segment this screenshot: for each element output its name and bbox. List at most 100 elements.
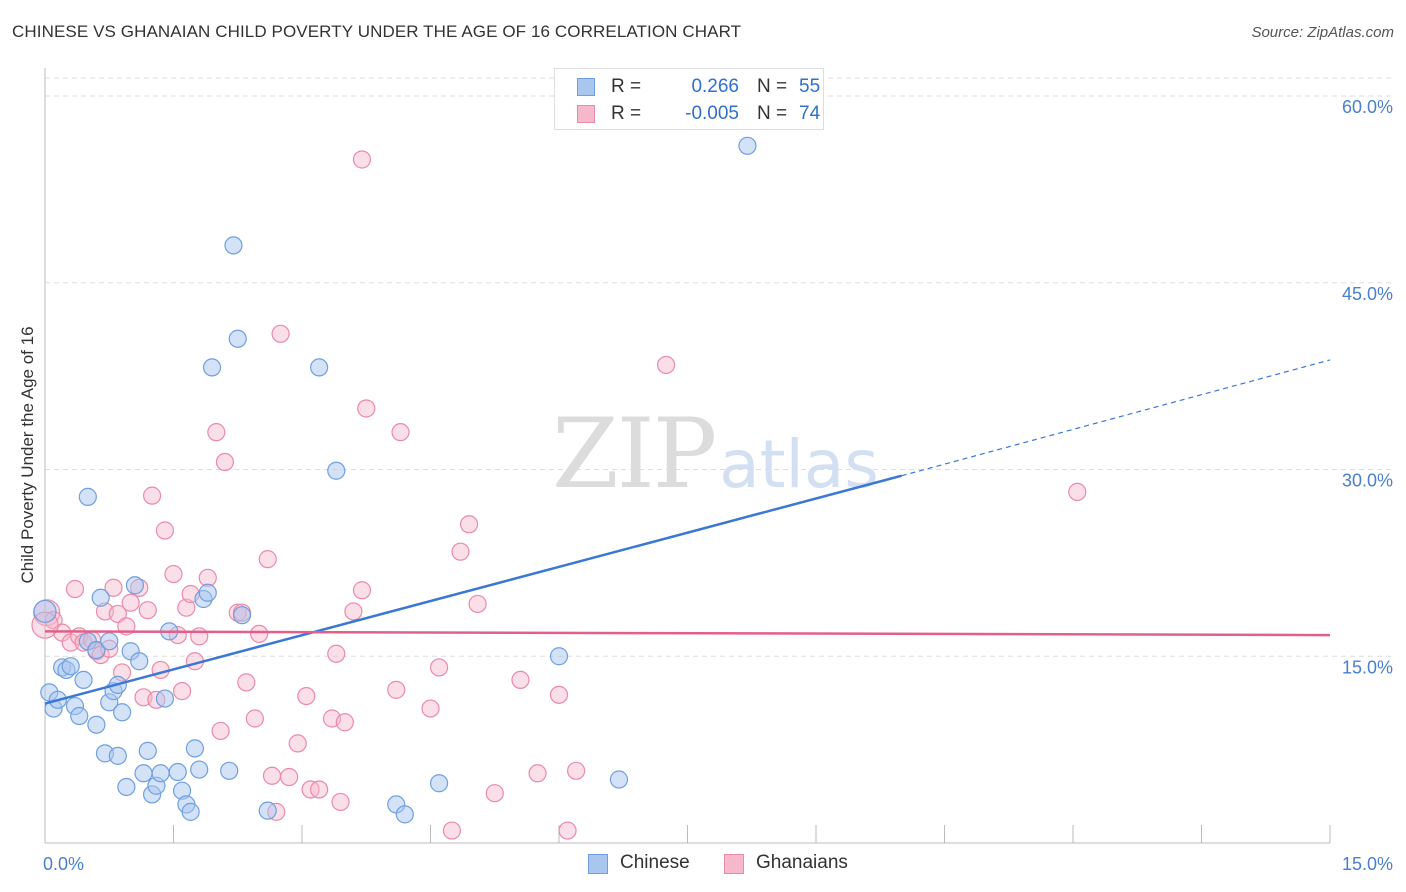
legend-n-label: N =	[757, 103, 788, 124]
correlation-legend: R = 0.266 N = 55 R = -0.005 N = 74	[554, 68, 824, 130]
chinese-point	[232, 606, 252, 625]
chinese-point	[87, 640, 106, 660]
chinese-point	[738, 136, 757, 155]
chinese-point	[70, 706, 89, 726]
chinese-point	[220, 761, 239, 780]
chinese-point	[202, 358, 222, 377]
ghanaians-point	[335, 713, 354, 732]
chinese-point	[185, 739, 205, 758]
ghanaians-point	[164, 564, 183, 584]
ghanaians-point	[442, 821, 462, 840]
chinese-point	[108, 746, 127, 765]
chinese-point	[78, 487, 97, 506]
bottom-legend-label-chinese: Chinese	[620, 852, 690, 873]
chinese-point	[134, 764, 153, 783]
chinese-point	[258, 801, 277, 820]
chinese-point	[91, 588, 110, 607]
chinese-trend-line	[44, 474, 902, 705]
chinese-point	[117, 777, 136, 797]
legend-n-label: N =	[757, 76, 788, 97]
legend-swatch-ghanaians	[577, 105, 595, 123]
chinese-points	[33, 136, 757, 824]
ghanaians-point	[1068, 482, 1087, 502]
legend-r-value: 0.266	[691, 76, 739, 97]
ghanaians-point	[567, 761, 586, 780]
x-tick-label-max: 15.0%	[1342, 854, 1393, 874]
chart-title: CHINESE VS GHANAIAN CHILD POVERTY UNDER …	[12, 22, 742, 41]
chinese-point	[327, 461, 346, 480]
ghanaians-point	[656, 355, 676, 375]
ghanaians-point	[528, 764, 547, 783]
chinese-point	[198, 583, 217, 602]
ghanaians-point	[245, 709, 264, 728]
ghanaians-point	[258, 550, 277, 569]
ghanaians-point	[327, 644, 346, 663]
y-tick-label: 30.0%	[1342, 471, 1393, 491]
chinese-point	[429, 774, 449, 793]
y-tick-label: 45.0%	[1342, 284, 1393, 304]
ghanaians-point	[549, 685, 569, 704]
ghanaians-point	[211, 721, 230, 741]
chinese-point	[125, 576, 145, 595]
ghanaians-point	[65, 579, 85, 599]
ghanaians-point	[352, 150, 372, 169]
ghanaians-point	[177, 598, 196, 617]
ghanaians-point	[558, 821, 577, 840]
ghanaians-point	[429, 658, 449, 677]
chinese-point	[609, 770, 629, 789]
legend-n-value: 74	[799, 103, 821, 124]
ghanaians-point	[387, 680, 406, 699]
ghanaians-point	[331, 792, 350, 812]
chinese-trend-extension	[901, 359, 1331, 477]
ghanaians-point	[237, 673, 256, 692]
ghanaians-point	[121, 593, 140, 612]
ghanaians-point	[215, 452, 234, 472]
chinese-point	[138, 741, 157, 760]
ghanaians-point	[485, 784, 504, 803]
bottom-legend-label-ghanaians: Ghanaians	[756, 852, 848, 873]
ghanaians-point	[459, 515, 479, 534]
ghanaians-point	[142, 486, 162, 505]
chinese-point	[151, 764, 170, 783]
chinese-point	[112, 703, 132, 722]
ghanaians-point	[271, 324, 290, 343]
chinese-point	[100, 632, 119, 651]
chinese-point	[130, 652, 149, 671]
chinese-point	[310, 358, 329, 377]
chinese-point	[155, 689, 175, 708]
ghanaians-point	[207, 423, 226, 442]
y-tick-label: 60.0%	[1342, 97, 1393, 117]
chinese-point	[190, 760, 209, 779]
ghanaians-point	[511, 670, 530, 690]
chinese-point	[168, 762, 187, 782]
tick-labels: 15.0% 30.0% 45.0% 60.0% 0.0% 15.0%	[43, 97, 1393, 874]
ghanaians-point	[468, 594, 487, 614]
legend-swatch-chinese	[577, 78, 595, 96]
ghanaians-point	[344, 602, 363, 621]
ghanaians-point	[155, 521, 175, 540]
chinese-point	[87, 715, 106, 734]
ghanaians-point	[280, 767, 299, 787]
chinese-point	[33, 599, 57, 624]
ghanaians-points	[31, 150, 1087, 840]
ghanaians-point	[421, 699, 440, 718]
ghanaians-point	[190, 627, 209, 646]
chinese-point	[228, 329, 247, 348]
ghanaians-point	[104, 578, 123, 597]
bottom-legend-swatch-ghanaians	[724, 854, 744, 874]
ghanaians-point	[352, 581, 372, 600]
grid-lines	[45, 77, 1395, 657]
chinese-point	[181, 802, 200, 821]
y-tick-label: 15.0%	[1342, 657, 1393, 677]
ghanaians-point	[138, 601, 157, 620]
bottom-legend-swatch-chinese	[588, 854, 608, 874]
legend-r-label: R =	[611, 103, 642, 124]
axes	[44, 68, 1331, 844]
ghanaians-point	[288, 734, 307, 753]
ghanaians-point	[297, 686, 316, 706]
source-label: Source: ZipAtlas.com	[1251, 24, 1394, 41]
ghanaians-point	[108, 604, 127, 624]
chinese-point	[74, 670, 93, 690]
ghanaians-point	[357, 399, 376, 418]
